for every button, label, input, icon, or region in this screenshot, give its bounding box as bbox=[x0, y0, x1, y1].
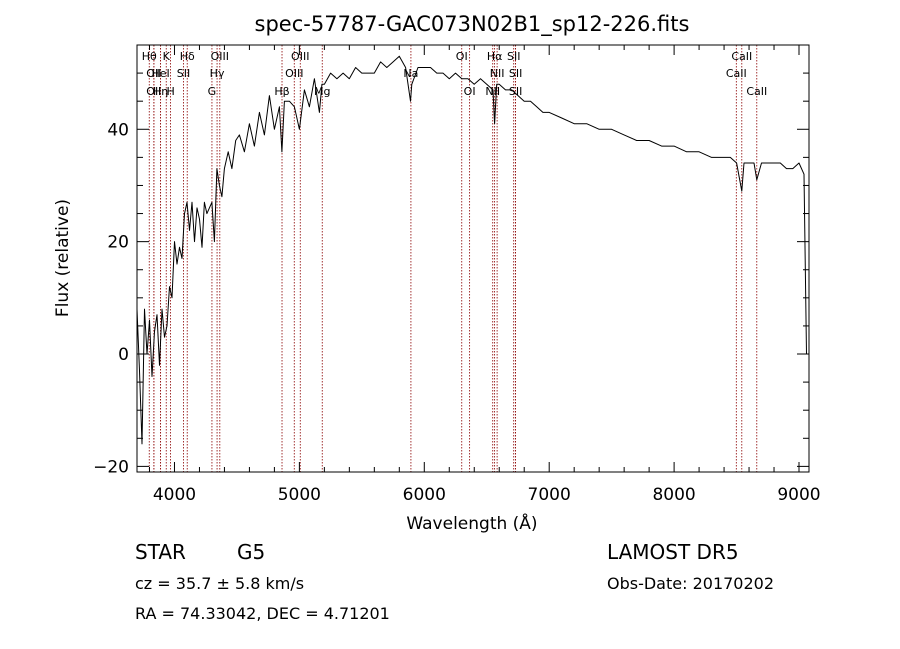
spectrum-trace bbox=[136, 55, 807, 445]
y-tick-label: 40 bbox=[107, 120, 129, 140]
line-id-label: OII bbox=[146, 85, 161, 98]
line-id-label: K bbox=[163, 50, 171, 63]
line-id-label: CaII bbox=[746, 85, 767, 98]
y-tick-label: 0 bbox=[118, 345, 129, 365]
chart-title: spec-57787-GAC073N02B1_sp12-226.fits bbox=[255, 12, 690, 37]
y-axis-label: Flux (relative) bbox=[53, 199, 73, 317]
line-id-label: OIII bbox=[285, 67, 303, 80]
object-class: STAR bbox=[135, 540, 186, 564]
line-id-label: Hθ bbox=[142, 50, 157, 63]
line-id-label: OI bbox=[456, 50, 468, 63]
y-tick-label: −20 bbox=[93, 457, 129, 477]
object-subclass: G5 bbox=[237, 540, 266, 564]
x-axis-label: Wavelength (Å) bbox=[406, 512, 537, 534]
x-tick-label: 5000 bbox=[278, 485, 321, 505]
x-tick-label: 4000 bbox=[153, 485, 196, 505]
redshift-text: cz = 35.7 ± 5.8 km/s bbox=[135, 574, 305, 593]
spectrum-trace-layer bbox=[136, 55, 807, 445]
line-id-label: OIII bbox=[211, 50, 229, 63]
y-tick-label: 20 bbox=[107, 233, 129, 253]
line-id-label: CaII bbox=[726, 67, 747, 80]
line-id-label: Mg bbox=[314, 85, 330, 98]
line-id-label: OI bbox=[464, 85, 476, 98]
line-id-layer bbox=[148, 45, 758, 472]
line-id-label: Hα bbox=[487, 50, 503, 63]
plot-frame bbox=[136, 44, 810, 473]
line-id-label: SII bbox=[177, 67, 190, 80]
line-id-label: SII bbox=[507, 50, 520, 63]
x-tick-label: 8000 bbox=[652, 485, 695, 505]
line-id-label: Hδ bbox=[180, 50, 195, 63]
line-id-label: H bbox=[166, 85, 174, 98]
x-tick-label: 7000 bbox=[528, 485, 571, 505]
line-id-label: Hβ bbox=[274, 85, 289, 98]
line-id-label: Hγ bbox=[210, 67, 225, 80]
survey-name: LAMOST DR5 bbox=[607, 540, 739, 564]
line-id-label: SII bbox=[509, 67, 522, 80]
x-tick-label: 6000 bbox=[403, 485, 446, 505]
line-id-label: SII bbox=[509, 85, 522, 98]
line-id-label: HeI bbox=[151, 67, 169, 80]
axis-ticks-layer: 4000 5000 6000 7000 8000 9000 −20 0 20 40 bbox=[93, 45, 821, 505]
line-id-label: NII bbox=[490, 67, 505, 80]
line-id-label: OIII bbox=[291, 50, 309, 63]
line-id-label: OII bbox=[146, 67, 161, 80]
coordinates-text: RA = 74.33042, DEC = 4.71201 bbox=[135, 604, 390, 623]
obs-date-text: Obs-Date: 20170202 bbox=[607, 574, 775, 593]
line-id-label: G bbox=[208, 85, 217, 98]
line-id-label: CaII bbox=[731, 50, 752, 63]
x-tick-label: 9000 bbox=[777, 485, 820, 505]
line-id-label: Hη bbox=[153, 85, 168, 98]
